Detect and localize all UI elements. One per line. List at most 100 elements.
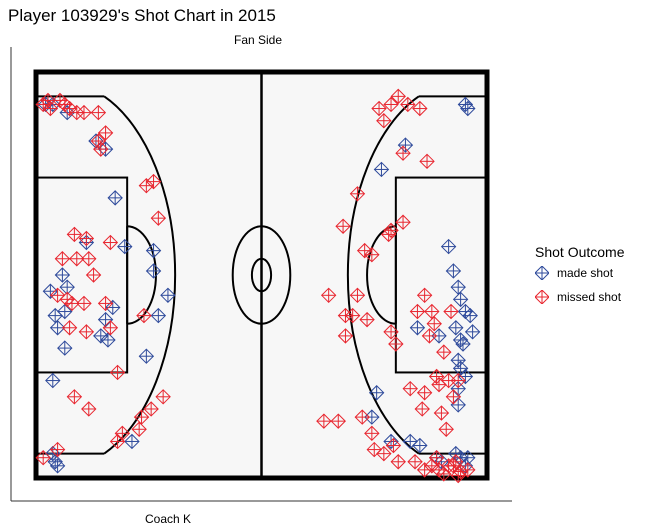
missed-shot-marker bbox=[421, 328, 438, 344]
made-shot-marker bbox=[402, 433, 418, 450]
legend-label-made: made shot bbox=[557, 266, 614, 280]
legend-item-missed: missed shot bbox=[535, 290, 621, 304]
missed-shot-marker bbox=[76, 104, 92, 121]
missed-shot-marker bbox=[49, 287, 66, 304]
missed-shot-marker bbox=[371, 100, 387, 117]
made-shot-marker bbox=[464, 324, 481, 340]
made-shot-marker bbox=[57, 340, 73, 356]
missed-shot-marker bbox=[419, 153, 435, 170]
made-shot-marker bbox=[45, 372, 61, 389]
made-shot-marker bbox=[412, 437, 428, 454]
missed-shot-marker bbox=[349, 287, 366, 304]
made-shot-marker bbox=[145, 263, 162, 279]
missed-shot-marker bbox=[131, 421, 147, 437]
missed-shot-marker bbox=[366, 441, 382, 458]
missed-shot-marker bbox=[412, 100, 428, 117]
missed-shot-marker bbox=[335, 218, 351, 234]
missed-shot-marker bbox=[35, 449, 51, 466]
made-shot-marker bbox=[452, 332, 469, 348]
made-shot-marker bbox=[138, 348, 155, 364]
missed-shot-marker bbox=[385, 437, 402, 454]
legend-missed-glyph bbox=[535, 290, 549, 304]
missed-shot-marker bbox=[90, 133, 107, 149]
missed-shot-marker bbox=[61, 320, 78, 336]
made-shot-marker bbox=[57, 303, 73, 320]
missed-shot-marker bbox=[390, 88, 406, 105]
missed-shot-marker bbox=[383, 222, 399, 239]
made-shot-marker bbox=[368, 385, 385, 401]
missed-shot-marker bbox=[460, 462, 476, 478]
marker-diamond bbox=[535, 266, 549, 280]
missed-shot-marker bbox=[330, 413, 346, 429]
missed-shot-marker bbox=[109, 364, 126, 381]
missed-shot-marker bbox=[81, 251, 97, 267]
missed-shot-marker bbox=[354, 409, 370, 425]
made-shot-marker bbox=[100, 332, 116, 348]
made-shot-marker bbox=[460, 100, 476, 117]
legend-made-glyph bbox=[535, 266, 549, 280]
missed-shot-marker bbox=[90, 104, 107, 121]
three-point-arc-right bbox=[346, 95, 420, 455]
missed-shot-marker bbox=[85, 267, 102, 283]
missed-shot-marker bbox=[376, 113, 392, 129]
missed-shot-marker bbox=[78, 324, 95, 340]
missed-shot-marker bbox=[138, 177, 155, 194]
missed-shot-marker bbox=[416, 385, 433, 401]
made-shot-marker bbox=[107, 190, 123, 206]
chart-title: Player 103929's Shot Chart in 2015 bbox=[8, 6, 276, 25]
missed-shot-marker bbox=[388, 336, 404, 352]
legend-title: Shot Outcome bbox=[535, 244, 625, 260]
missed-shot-marker bbox=[78, 230, 95, 247]
missed-shot-marker bbox=[54, 251, 71, 267]
made-shot-marker bbox=[445, 263, 462, 279]
missed-shot-marker bbox=[42, 100, 59, 117]
missed-shot-marker bbox=[356, 242, 373, 259]
missed-shot-marker bbox=[81, 401, 97, 417]
made-shot-marker bbox=[448, 320, 464, 336]
missed-shot-marker bbox=[395, 214, 411, 230]
made-shot-marker bbox=[150, 307, 167, 324]
missed-shot-marker bbox=[349, 186, 366, 202]
missed-shot-marker bbox=[383, 96, 399, 113]
made-shot-marker bbox=[373, 161, 390, 178]
missed-shot-marker bbox=[136, 307, 152, 324]
made-shot-marker bbox=[117, 238, 133, 255]
missed-shot-marker bbox=[402, 380, 418, 397]
missed-shot-marker bbox=[155, 389, 171, 405]
made-shot-marker bbox=[450, 352, 466, 368]
missed-shot-marker bbox=[400, 96, 416, 113]
legend-item-made: made shot bbox=[535, 266, 613, 280]
missed-shot-marker bbox=[76, 295, 92, 312]
made-shot-marker bbox=[397, 137, 414, 153]
missed-shot-marker bbox=[395, 145, 411, 161]
shot-markers bbox=[35, 88, 481, 484]
missed-shot-marker bbox=[114, 425, 131, 442]
made-shot-marker bbox=[452, 291, 469, 308]
missed-shot-marker bbox=[97, 295, 114, 312]
missed-shot-marker bbox=[150, 210, 167, 226]
missed-shot-marker bbox=[414, 401, 430, 417]
made-shot-marker bbox=[409, 320, 426, 336]
missed-shot-marker bbox=[97, 125, 114, 141]
missed-shot-marker bbox=[416, 287, 433, 304]
made-shot-marker bbox=[462, 307, 478, 324]
missed-shot-marker bbox=[143, 401, 159, 417]
top-side-label: Fan Side bbox=[234, 33, 283, 47]
made-shot-marker bbox=[160, 287, 176, 304]
missed-shot-marker bbox=[383, 324, 399, 340]
missed-shot-marker bbox=[436, 466, 452, 482]
missed-shot-marker bbox=[443, 303, 459, 320]
missed-shot-marker bbox=[320, 287, 337, 304]
made-shot-marker bbox=[124, 433, 140, 450]
missed-shot-marker bbox=[359, 311, 375, 328]
missed-shot-marker bbox=[102, 234, 119, 251]
missed-shot-marker bbox=[440, 372, 457, 389]
center-circle-outer bbox=[231, 225, 292, 325]
missed-shot-marker bbox=[428, 368, 445, 385]
legend-marker-made bbox=[535, 266, 549, 280]
missed-shot-marker bbox=[376, 445, 392, 462]
missed-shot-marker bbox=[436, 344, 452, 360]
missed-shot-marker bbox=[445, 389, 462, 405]
bottom-side-label: Coach K bbox=[145, 512, 192, 526]
